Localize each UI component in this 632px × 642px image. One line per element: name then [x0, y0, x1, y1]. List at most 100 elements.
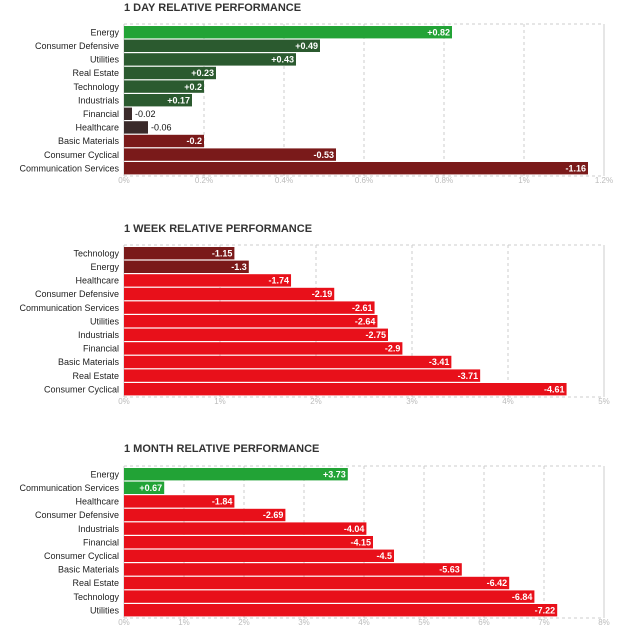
chart-panel-2: 1 WEEK RELATIVE PERFORMANCE 0% 1% 2% 3% 4% 5% T…: [19, 223, 609, 406]
bar: [124, 369, 481, 382]
bar: [124, 301, 375, 314]
category-label: Industrials: [78, 524, 120, 534]
tick-label: 5%: [598, 397, 610, 406]
value-label: -4.15: [350, 537, 371, 547]
value-label: -0.2: [186, 136, 202, 146]
tick-label: 0%: [118, 176, 130, 185]
value-label: -4.61: [544, 384, 565, 394]
bar: [124, 162, 588, 175]
chart-panel-3: 1 MONTH RELATIVE PERFORMANCE 0% 1% 2% 3% 4% 5%…: [19, 443, 609, 627]
value-label: -1.74: [269, 276, 290, 286]
tick-label: 7%: [538, 618, 550, 627]
bar: [124, 274, 292, 287]
chart-title: 1 MONTH RELATIVE PERFORMANCE: [124, 443, 319, 455]
category-label: Real Estate: [72, 578, 119, 588]
value-label: -2.61: [352, 303, 373, 313]
bar: [124, 481, 165, 494]
category-label: Energy: [90, 469, 119, 479]
category-label: Real Estate: [72, 371, 119, 381]
bar: [124, 260, 249, 273]
category-label: Consumer Defensive: [35, 510, 119, 520]
tick-label: 0.8%: [435, 176, 453, 185]
category-label: Basic Materials: [58, 357, 120, 367]
tick-label: 0.6%: [355, 176, 373, 185]
bar: [124, 549, 394, 562]
value-label: +0.43: [271, 55, 294, 65]
tick-label: 1%: [518, 176, 530, 185]
category-label: Consumer Defensive: [35, 289, 119, 299]
category-label: Consumer Defensive: [35, 41, 119, 51]
bar: [124, 148, 336, 161]
bar: [124, 342, 403, 355]
category-label: Basic Materials: [58, 565, 120, 575]
category-label: Financial: [83, 109, 119, 119]
bar: [124, 328, 388, 341]
chart-title: 1 WEEK RELATIVE PERFORMANCE: [124, 223, 312, 235]
bar: [124, 468, 348, 481]
value-label: -3.41: [429, 357, 450, 367]
tick-label: 3%: [298, 618, 310, 627]
bar: [124, 522, 367, 535]
category-label: Financial: [83, 344, 119, 354]
category-label: Consumer Cyclical: [44, 150, 119, 160]
category-label: Healthcare: [75, 123, 119, 133]
category-label: Healthcare: [75, 276, 119, 286]
value-label: -1.84: [212, 497, 233, 507]
bar: [124, 80, 204, 93]
category-label: Technology: [73, 592, 119, 602]
tick-label: 2%: [310, 397, 322, 406]
value-label: -5.63: [439, 565, 460, 575]
value-label: -2.64: [355, 316, 376, 326]
value-label: +0.23: [191, 68, 214, 78]
category-label: Healthcare: [75, 497, 119, 507]
value-label: -0.53: [313, 150, 334, 160]
category-label: Financial: [83, 537, 119, 547]
category-label: Energy: [90, 262, 119, 272]
tick-label: 0%: [118, 397, 130, 406]
bar: [124, 536, 373, 549]
chart-title: 1 DAY RELATIVE PERFORMANCE: [124, 2, 301, 14]
bar: [124, 495, 235, 508]
bar: [124, 94, 192, 107]
value-label: -2.75: [365, 330, 386, 340]
bar: [124, 576, 510, 590]
value-label: -6.42: [487, 578, 508, 588]
tick-label: 0.2%: [195, 176, 213, 185]
bar: [124, 247, 235, 260]
category-label: Basic Materials: [58, 136, 120, 146]
value-label: +0.67: [139, 483, 162, 493]
bar: [124, 604, 558, 617]
tick-label: 1.2%: [595, 176, 613, 185]
value-label: -4.04: [344, 524, 365, 534]
category-label: Communication Services: [19, 303, 119, 313]
category-label: Real Estate: [72, 68, 119, 78]
bar: [124, 121, 148, 134]
bar: [124, 107, 132, 120]
value-label: -1.3: [231, 262, 247, 272]
category-label: Utilities: [90, 316, 120, 326]
value-label: +0.82: [427, 27, 450, 37]
value-label: -2.19: [312, 289, 333, 299]
category-label: Communication Services: [19, 483, 119, 493]
value-label: -0.06: [151, 123, 172, 133]
category-label: Industrials: [78, 95, 120, 105]
category-label: Energy: [90, 27, 119, 37]
bar: [124, 355, 452, 369]
category-label: Industrials: [78, 330, 120, 340]
bar: [124, 134, 204, 148]
category-label: Utilities: [90, 55, 120, 65]
category-label: Communication Services: [19, 163, 119, 173]
chart-panel-1: 1 DAY RELATIVE PERFORMANCE 0% 0.2% 0.4% 0.6%…: [19, 2, 613, 185]
bar: [124, 508, 286, 522]
tick-label: 1%: [178, 618, 190, 627]
bar: [124, 39, 320, 52]
category-label: Consumer Cyclical: [44, 551, 119, 561]
value-label: -3.71: [458, 371, 479, 381]
bar: [124, 315, 378, 328]
value-label: -4.5: [376, 551, 392, 561]
value-label: -0.02: [135, 109, 156, 119]
tick-label: 4%: [502, 397, 514, 406]
category-label: Utilities: [90, 605, 120, 615]
bar: [124, 563, 462, 576]
